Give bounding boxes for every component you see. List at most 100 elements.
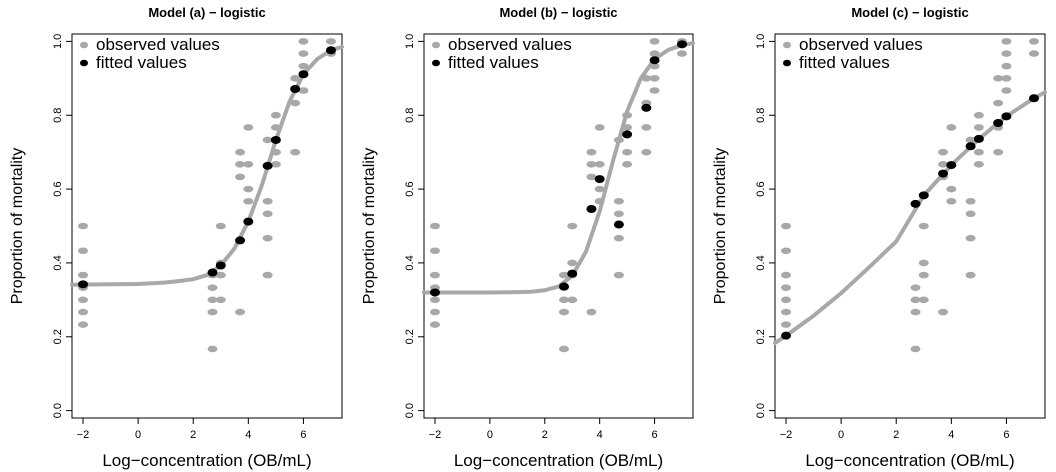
observed-point — [1001, 87, 1012, 94]
fitted-point — [429, 288, 440, 297]
legend-marker-fitted — [432, 59, 440, 67]
observed-point — [429, 222, 440, 230]
observed-point — [78, 271, 89, 279]
observed-point — [298, 50, 309, 57]
observed-point — [965, 210, 976, 218]
observed-point — [1001, 50, 1012, 57]
observed-point — [586, 161, 597, 168]
observed-point — [973, 124, 984, 131]
fitted-point — [613, 220, 624, 229]
observed-point — [290, 99, 301, 107]
observed-point — [207, 308, 218, 316]
observed-point — [622, 124, 633, 131]
x-tick-label: −2 — [77, 429, 90, 441]
observed-point — [781, 308, 792, 316]
observed-point — [993, 75, 1004, 82]
y-tick-label: 0.8 — [52, 108, 64, 123]
y-tick-label: 0.0 — [52, 403, 64, 418]
observed-point — [946, 197, 957, 205]
observed-point — [1001, 75, 1012, 82]
observed-point — [78, 308, 89, 316]
observed-point — [594, 185, 605, 193]
observed-point — [594, 124, 605, 131]
observed-point — [649, 87, 660, 94]
observed-point — [207, 296, 218, 304]
observed-point — [965, 136, 976, 144]
observed-point — [586, 308, 597, 316]
y-axis-label: Proportion of mortality — [9, 148, 26, 305]
observed-point — [781, 222, 792, 230]
observed-point — [78, 222, 89, 230]
observed-point — [993, 148, 1004, 156]
observed-point — [622, 148, 633, 156]
observed-point — [207, 345, 218, 353]
y-tick-label: 0.8 — [755, 108, 767, 123]
fitted-curve — [70, 44, 344, 287]
y-tick-label: 0.8 — [404, 108, 416, 123]
observed-point — [270, 111, 281, 119]
fitted-point — [235, 236, 246, 245]
fitted-point — [1028, 94, 1039, 103]
y-tick-label: 0.0 — [404, 403, 416, 418]
fitted-point — [1001, 112, 1012, 121]
legend-marker-fitted — [783, 59, 791, 67]
observed-point — [558, 271, 569, 279]
legend-label-fitted: fitted values — [799, 53, 890, 72]
observed-point — [613, 136, 624, 144]
observed-point — [946, 124, 957, 131]
x-tick-label: 0 — [838, 429, 844, 441]
observed-point — [429, 247, 440, 255]
fitted-point — [910, 199, 921, 208]
observed-point — [290, 148, 301, 156]
observed-point — [965, 197, 976, 205]
observed-point — [1001, 62, 1012, 70]
fitted-point — [938, 169, 949, 178]
observed-point — [586, 148, 597, 156]
observed-point — [290, 75, 301, 82]
legend-marker-fitted — [80, 59, 88, 67]
x-tick-label: −2 — [780, 429, 793, 441]
observed-point — [781, 247, 792, 255]
fitted-point — [946, 161, 957, 170]
observed-point — [993, 99, 1004, 107]
observed-point — [1028, 50, 1039, 57]
y-tick-label: 0.2 — [52, 329, 64, 344]
fitted-point — [325, 46, 336, 55]
observed-point — [78, 247, 89, 255]
observed-point — [613, 210, 624, 218]
y-tick-label: 0.2 — [404, 329, 416, 344]
observed-point — [243, 197, 254, 205]
fitted-point — [965, 142, 976, 151]
x-tick-label: 6 — [300, 429, 306, 441]
observed-point — [677, 50, 688, 57]
x-tick-label: 0 — [487, 429, 493, 441]
legend-label-observed: observed values — [799, 35, 923, 54]
fitted-point — [558, 282, 569, 291]
fitted-point — [215, 261, 226, 270]
observed-point — [429, 296, 440, 304]
y-tick-label: 0.4 — [404, 255, 416, 270]
observed-point — [910, 296, 921, 304]
observed-point — [641, 124, 652, 131]
observed-point — [918, 222, 929, 230]
x-tick-label: 2 — [893, 429, 899, 441]
legend-label-observed: observed values — [96, 35, 220, 54]
y-tick-label: 0.6 — [52, 181, 64, 196]
legend-marker-observed — [783, 41, 791, 49]
plot-frame — [71, 33, 343, 419]
y-tick-label: 1.0 — [755, 34, 767, 49]
observed-point — [965, 271, 976, 279]
legend-label-fitted: fitted values — [448, 53, 539, 72]
plot-frame — [423, 33, 694, 419]
y-tick-label: 1.0 — [52, 34, 64, 49]
observed-point — [918, 271, 929, 279]
observed-point — [594, 161, 605, 168]
y-tick-label: 0.0 — [755, 403, 767, 418]
observed-point — [973, 111, 984, 119]
observed-point — [235, 173, 246, 181]
fitted-point — [298, 70, 309, 79]
observed-point — [649, 75, 660, 82]
legend-label-fitted: fitted values — [96, 53, 187, 72]
observed-point — [325, 38, 336, 45]
fitted-point — [207, 268, 218, 277]
